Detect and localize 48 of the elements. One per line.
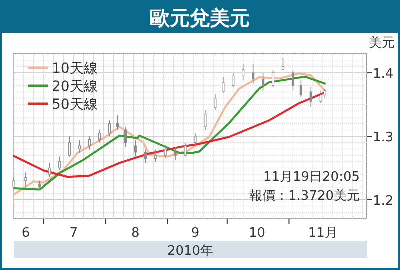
- candlestick: [88, 136, 92, 150]
- candlestick: [252, 64, 255, 84]
- candlestick: [184, 143, 187, 158]
- x-tick-label: 11月: [308, 226, 338, 241]
- candlestick: [194, 132, 197, 146]
- x-tick-label: 6: [22, 226, 30, 241]
- candlestick: [232, 72, 235, 88]
- candlestick: [300, 80, 302, 98]
- legend-label: 10天線: [52, 61, 98, 77]
- candlestick: [24, 172, 28, 188]
- y-tick-label: 1.2: [373, 194, 394, 209]
- candlestick: [174, 146, 177, 160]
- candlestick: [214, 94, 217, 111]
- candlestick: [272, 70, 275, 88]
- candlestick: [108, 120, 112, 137]
- y-tick-label: 1.3: [373, 130, 394, 146]
- candlestick: [204, 110, 207, 131]
- candlestick: [134, 140, 137, 158]
- candlestick: [116, 115, 120, 131]
- candlestick: [282, 57, 285, 71]
- candlestick: [262, 73, 265, 92]
- candlestick: [222, 77, 225, 94]
- chart-title: 歐元兌美元: [150, 6, 250, 30]
- candlestick: [58, 156, 62, 171]
- y-tick-label: 1.4: [373, 67, 394, 82]
- x-tick-label: 10: [249, 226, 266, 241]
- x-tick-label: 7: [70, 226, 78, 241]
- candlestick: [292, 70, 295, 92]
- candlestick: [144, 149, 147, 164]
- candlestick: [48, 162, 52, 178]
- candlestick: [320, 90, 322, 104]
- x-axis-title: 2010年: [167, 244, 214, 259]
- annotation: 報價：1.3720美元: [250, 188, 360, 204]
- legend-label: 50天線: [52, 97, 98, 113]
- candlestick: [154, 149, 157, 162]
- x-tick-label: 8: [132, 226, 140, 241]
- candlestick: [68, 136, 72, 158]
- candlestick: [78, 140, 82, 154]
- x-tick-label: 9: [191, 226, 200, 241]
- legend-label: 20天線: [52, 79, 98, 95]
- y-axis-title: 美元: [369, 35, 395, 51]
- candlestick: [310, 87, 312, 108]
- candlestick: [38, 180, 42, 191]
- annotation: 11月19日20:05: [263, 170, 360, 185]
- candlestick: [164, 144, 167, 158]
- candlestick: [124, 126, 127, 148]
- candlestick: [242, 64, 245, 82]
- candlestick: [98, 130, 102, 144]
